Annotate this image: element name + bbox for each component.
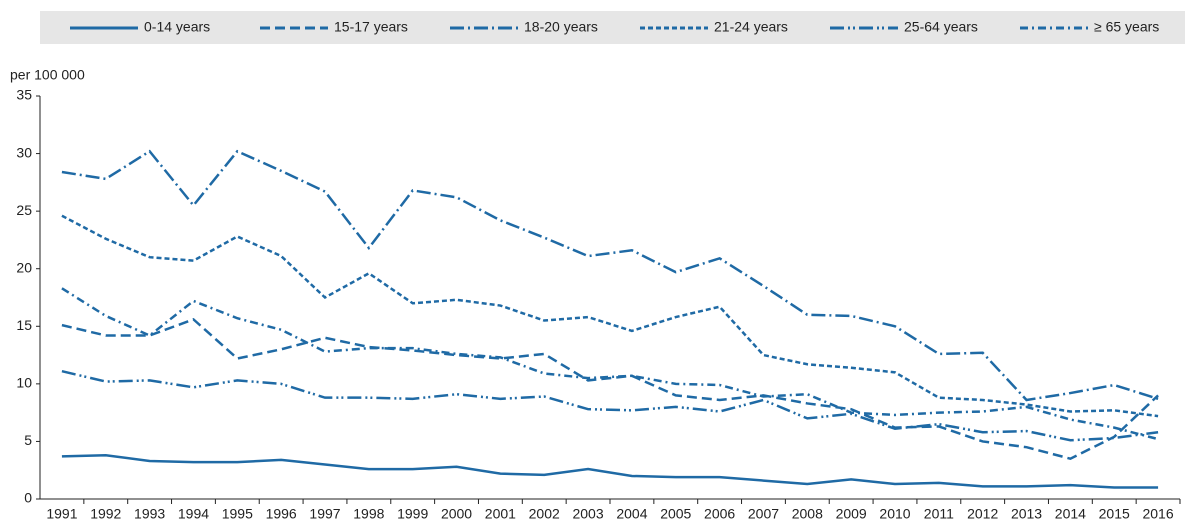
x-tick-label: 2004 [616, 506, 647, 522]
series-line [61, 149, 1159, 402]
y-tick-label: 30 [16, 144, 32, 160]
x-tick-label: 2013 [1011, 506, 1042, 522]
x-tick-label: 1991 [46, 506, 77, 522]
series-line [61, 369, 1159, 442]
y-tick-label: 0 [24, 490, 32, 506]
x-tick-label: 1997 [309, 506, 340, 522]
x-tick-label: 2014 [1055, 506, 1086, 522]
x-tick-label: 2010 [879, 506, 910, 522]
x-tick-label: 2006 [704, 506, 735, 522]
y-tick-label: 15 [16, 317, 32, 333]
x-tick-label: 2015 [1099, 506, 1130, 522]
x-tick-label: 2002 [529, 506, 560, 522]
y-axis-label: per 100 000 [10, 67, 85, 83]
x-tick-label: 1995 [222, 506, 253, 522]
series-line [61, 317, 1159, 461]
x-tick-label: 1994 [178, 506, 209, 522]
x-tick-label: 2001 [485, 506, 516, 522]
legend-label: 15-17 years [334, 19, 408, 35]
series-line [61, 214, 1159, 418]
legend-label: ≥ 65 years [1094, 19, 1159, 35]
legend-label: 21-24 years [714, 19, 788, 35]
y-tick-label: 20 [16, 259, 32, 275]
legend-label: 0-14 years [144, 19, 210, 35]
x-tick-label: 2008 [792, 506, 823, 522]
x-tick-label: 2007 [748, 506, 779, 522]
x-tick-label: 2011 [924, 506, 954, 522]
x-tick-label: 1992 [90, 506, 121, 522]
legend-background [40, 11, 1185, 44]
y-tick-label: 35 [16, 87, 32, 103]
x-tick-label: 1998 [353, 506, 384, 522]
x-tick-label: 2012 [967, 506, 998, 522]
x-tick-label: 2016 [1142, 506, 1173, 522]
y-tick-label: 10 [16, 375, 32, 391]
x-tick-label: 2000 [441, 506, 472, 522]
legend-label: 18-20 years [524, 19, 598, 35]
legend-label: 25-64 years [904, 19, 978, 35]
x-tick-label: 2009 [836, 506, 867, 522]
x-tick-label: 2005 [660, 506, 691, 522]
x-tick-label: 2003 [572, 506, 603, 522]
series-line [61, 453, 1159, 489]
series-line [61, 287, 1159, 441]
y-tick-label: 25 [16, 202, 32, 218]
x-tick-label: 1993 [134, 506, 165, 522]
x-tick-label: 1996 [266, 506, 297, 522]
y-tick-label: 5 [24, 432, 32, 448]
x-tick-label: 1999 [397, 506, 428, 522]
